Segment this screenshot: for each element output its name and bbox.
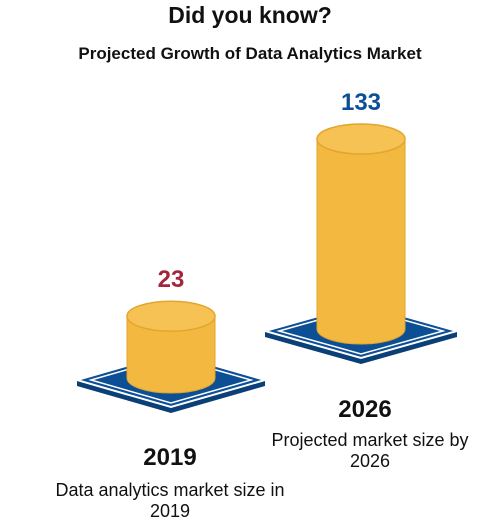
bar-top-2019 <box>126 300 216 332</box>
platform-side-2019 <box>77 380 265 413</box>
year-label-2026: 2026 <box>338 396 392 423</box>
value-label-2019: 23 <box>158 266 185 293</box>
description-2019: Data analytics market size in 2019 <box>55 480 285 521</box>
bar-2019 <box>126 315 216 394</box>
value-label-2026: 133 <box>341 89 381 116</box>
bar-2026 <box>316 138 406 345</box>
chart-title: Projected Growth of Data Analytics Marke… <box>78 44 422 63</box>
year-label-2019: 2019 <box>143 444 197 471</box>
bar-top-2026 <box>316 123 406 155</box>
heading: Did you know? <box>168 2 332 28</box>
description-2026: Projected market size by 2026 <box>271 430 469 471</box>
bar-group-2026: 133 <box>261 89 461 364</box>
bar-group-2019: 23 <box>73 266 269 413</box>
platform-side-2026 <box>265 331 457 364</box>
